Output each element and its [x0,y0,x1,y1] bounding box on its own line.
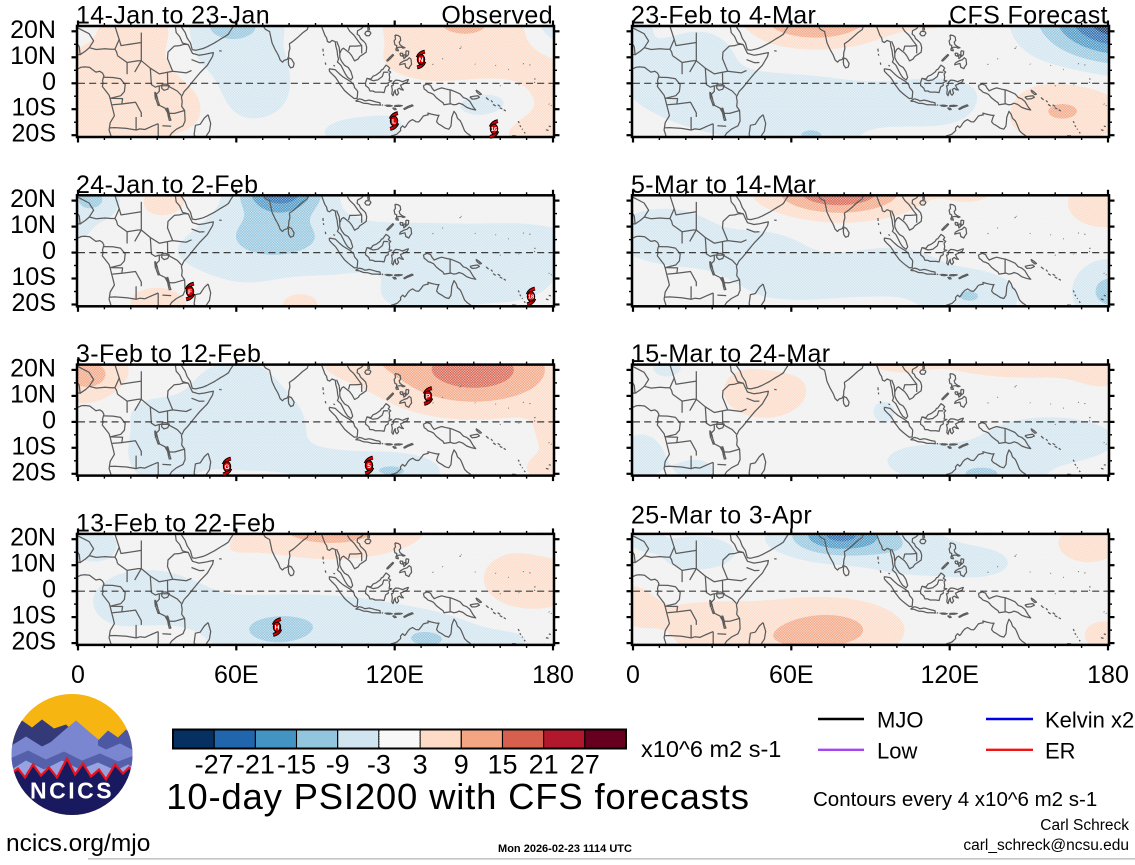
svg-text:20N: 20N [10,524,56,552]
svg-text:16: 16 [491,127,497,133]
svg-text:20S: 20S [12,458,56,486]
svg-text:-21: -21 [236,750,275,780]
svg-text:20N: 20N [10,354,56,382]
svg-text:N: N [419,57,424,64]
svg-text:Low: Low [877,738,917,763]
svg-text:MJO: MJO [877,708,923,733]
svg-text:20S: 20S [12,628,56,656]
svg-text:0: 0 [42,576,56,604]
svg-text:20S: 20S [12,289,56,317]
svg-text:18: 18 [528,295,534,301]
svg-text:120E: 120E [366,661,424,689]
svg-text:15: 15 [487,750,517,780]
svg-text:-3: -3 [367,750,391,780]
svg-text:F: F [188,289,192,296]
svg-text:20N: 20N [10,185,56,213]
svg-text:10S: 10S [12,94,56,122]
svg-text:25-Mar to 3-Apr: 25-Mar to 3-Apr [631,501,812,529]
svg-text:24-Jan to 2-Feb: 24-Jan to 2-Feb [76,171,259,199]
svg-text:13-Feb to 22-Feb: 13-Feb to 22-Feb [76,509,276,537]
svg-text:0: 0 [71,661,85,689]
svg-text:5-Mar to 14-Mar: 5-Mar to 14-Mar [631,171,816,199]
svg-text:ER: ER [1045,738,1076,763]
svg-text:Kelvin x2: Kelvin x2 [1045,708,1134,733]
svg-text:27: 27 [570,750,600,780]
svg-text:0: 0 [42,406,56,434]
svg-text:carl_schreck@ncsu.edu: carl_schreck@ncsu.edu [963,837,1129,854]
svg-text:x10^6 m2 s-1: x10^6 m2 s-1 [641,736,781,762]
svg-text:Contours every 4 x10^6 m2 s-1: Contours every 4 x10^6 m2 s-1 [813,788,1097,811]
svg-text:9: 9 [454,750,469,780]
svg-text:15-Mar to 24-Mar: 15-Mar to 24-Mar [631,340,831,368]
svg-text:L: L [392,118,396,125]
svg-text:20S: 20S [12,120,56,148]
svg-text:60E: 60E [769,661,813,689]
svg-text:180: 180 [532,661,574,689]
svg-text:10S: 10S [12,602,56,630]
svg-text:0: 0 [42,237,56,265]
svg-text:H: H [275,624,280,631]
svg-text:Mon 2026-02-23 1114 UTC: Mon 2026-02-23 1114 UTC [498,843,632,855]
svg-text:14-Jan to 23-Jan: 14-Jan to 23-Jan [76,2,270,30]
svg-text:Observed: Observed [441,2,553,30]
svg-text:21: 21 [529,750,559,780]
svg-text:-9: -9 [326,750,350,780]
svg-text:10N: 10N [10,380,56,408]
svg-text:180: 180 [1087,661,1129,689]
svg-text:10N: 10N [10,42,56,70]
svg-text:-27: -27 [195,750,234,780]
svg-text:3: 3 [413,750,428,780]
svg-text:20N: 20N [10,16,56,44]
svg-text:NCICS: NCICS [30,778,114,804]
svg-text:ncics.org/mjo: ncics.org/mjo [6,830,150,857]
svg-text:23-Feb to 4-Mar: 23-Feb to 4-Mar [631,2,816,30]
svg-text:10S: 10S [12,263,56,291]
svg-text:-15: -15 [277,750,316,780]
svg-text:120E: 120E [921,661,979,689]
svg-text:P: P [426,393,431,400]
svg-text:G: G [224,464,229,471]
svg-text:3-Feb to 12-Feb: 3-Feb to 12-Feb [76,340,261,368]
svg-text:10S: 10S [12,432,56,460]
svg-text:5: 5 [367,463,371,470]
svg-text:60E: 60E [214,661,258,689]
svg-text:10N: 10N [10,550,56,578]
svg-text:0: 0 [626,661,640,689]
svg-text:0: 0 [42,68,56,96]
svg-text:10N: 10N [10,211,56,239]
svg-text:Carl Schreck: Carl Schreck [1040,817,1129,834]
svg-text:10-day PSI200 with CFS forecas: 10-day PSI200 with CFS forecasts [166,776,750,817]
svg-text:CFS Forecast: CFS Forecast [949,2,1108,30]
